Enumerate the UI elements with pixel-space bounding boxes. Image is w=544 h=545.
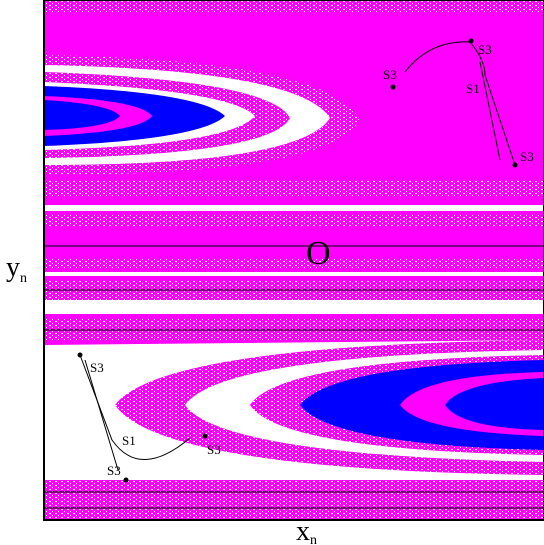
y-label-main: y	[6, 252, 20, 283]
point-label: S3	[107, 463, 121, 478]
upper-tongue	[44, 55, 360, 175]
point-label: S3	[207, 442, 221, 457]
point-label: S1	[466, 81, 480, 96]
x-axis-label: xn	[296, 516, 317, 545]
x-label-main: x	[296, 516, 310, 545]
point-label: S1	[122, 433, 136, 448]
y-axis-label: yn	[6, 252, 27, 286]
point-label: S3	[520, 149, 534, 164]
point-label: S3	[383, 67, 397, 82]
frame	[43, 0, 544, 521]
origin-label: O	[306, 235, 331, 272]
y-label-sub: n	[20, 271, 27, 286]
point-label: S3	[90, 360, 104, 375]
basin-plot	[44, 0, 544, 520]
x-label-sub: n	[310, 533, 317, 545]
stripes	[44, 0, 544, 340]
point-label: S3	[478, 42, 492, 57]
lower-tongue	[44, 340, 544, 520]
fixed-points	[77, 38, 518, 483]
